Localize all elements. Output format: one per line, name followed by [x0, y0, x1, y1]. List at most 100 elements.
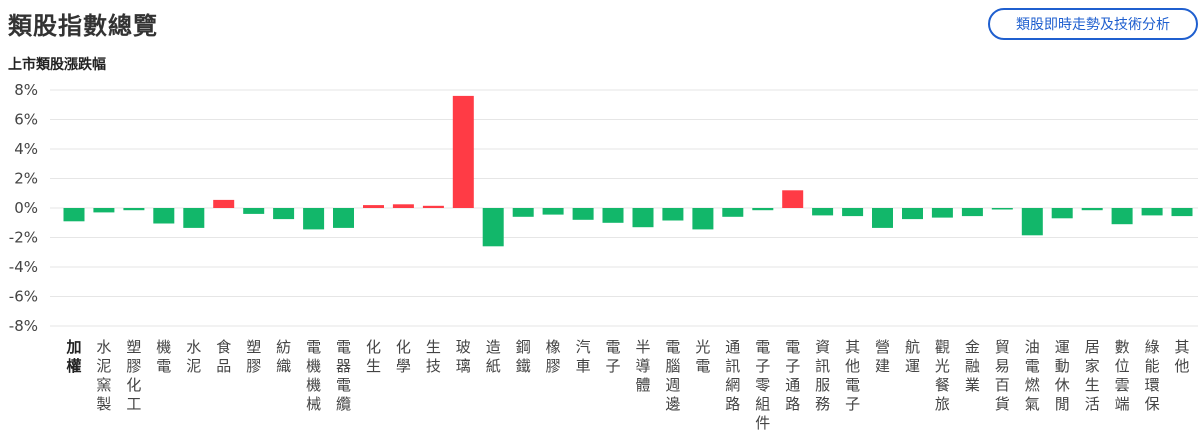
x-tick-label-char: 航	[905, 338, 920, 356]
x-tick-label-char: 機	[306, 357, 321, 375]
bar-資訊服務[interactable]	[812, 208, 834, 216]
x-tick-label-char: 泥	[96, 357, 111, 375]
technical-analysis-button[interactable]: 類股即時走勢及技術分析	[988, 8, 1198, 40]
bar-化生[interactable]	[363, 205, 384, 208]
x-tick-label-char: 件	[755, 414, 770, 432]
bar-數位雲端[interactable]	[1111, 208, 1133, 225]
x-tick-label-char: 電	[785, 338, 800, 356]
x-tick-label-char: 機	[306, 376, 321, 394]
x-tick-label-char: 汽	[576, 338, 591, 356]
x-tick-label-char: 水	[96, 338, 111, 356]
bar-造紙[interactable]	[482, 208, 504, 247]
bar-綠能環保[interactable]	[1141, 208, 1163, 216]
bar-電機機械[interactable]	[303, 208, 325, 230]
x-tick-label-char: 泥	[186, 357, 201, 375]
bar-塑膠化工[interactable]	[123, 208, 145, 211]
x-tick-label-char: 電	[845, 376, 860, 394]
bar-食品[interactable]	[213, 199, 235, 208]
x-tick-label-char: 塑	[126, 338, 141, 356]
bar-金融業[interactable]	[961, 208, 983, 217]
x-tick-label-char: 子	[755, 357, 770, 375]
y-tick-label: 0%	[14, 199, 38, 217]
x-tick-label-char: 環	[1145, 376, 1160, 394]
bar-汽車[interactable]	[572, 208, 594, 220]
x-tick-label-char: 路	[725, 395, 740, 413]
x-tick-label-char: 導	[635, 357, 650, 375]
x-tick-label-char: 光	[695, 338, 710, 356]
bar-營建[interactable]	[872, 208, 893, 228]
x-tick-label-char: 織	[276, 357, 291, 375]
x-tick-label-char: 電	[605, 338, 620, 356]
x-tick-label-char: 閒	[1055, 395, 1070, 413]
bar-航運[interactable]	[902, 208, 923, 220]
bar-玻璃[interactable]	[452, 95, 474, 208]
bar-光電[interactable]	[692, 208, 714, 230]
x-tick-label-char: 家	[1085, 357, 1100, 375]
y-tick-label: 2%	[14, 170, 38, 188]
bar-塑膠[interactable]	[243, 208, 265, 214]
x-tick-label-char: 務	[815, 395, 830, 413]
bar-貿易百貨[interactable]	[991, 208, 1013, 210]
x-tick-label-char: 工	[126, 395, 141, 413]
bar-鋼鐵[interactable]	[512, 208, 534, 217]
bar-橡膠[interactable]	[542, 208, 564, 215]
y-tick-label: 4%	[14, 140, 38, 158]
bar-水泥[interactable]	[183, 208, 205, 228]
x-tick-label-char: 邊	[665, 395, 680, 413]
bar-電子通路[interactable]	[782, 190, 804, 208]
x-tick-label-char: 網	[725, 376, 740, 394]
bar-電腦週邊[interactable]	[662, 208, 684, 221]
x-tick-label-char: 資	[815, 338, 830, 356]
bar-電器電纜[interactable]	[333, 208, 354, 228]
x-tick-label-char: 他	[845, 357, 860, 375]
x-tick-label-char: 電	[695, 357, 710, 375]
x-tick-label-char: 運	[1055, 338, 1070, 356]
x-tick-label-char: 電	[1025, 357, 1040, 375]
bar-其他電子[interactable]	[842, 208, 864, 217]
x-tick-label-char: 鐵	[516, 357, 531, 375]
bar-機電[interactable]	[153, 208, 175, 224]
x-tick-label-char: 紙	[486, 357, 501, 375]
x-tick-label-char: 械	[306, 395, 321, 413]
y-tick-label: -6%	[9, 288, 38, 306]
bar-水泥窯製[interactable]	[93, 208, 115, 213]
x-tick-label-char: 膠	[246, 357, 261, 375]
chart-title: 上市類股漲跌幅	[8, 57, 106, 73]
bar-居家生活[interactable]	[1081, 208, 1103, 211]
x-tick-label-char: 百	[995, 376, 1010, 394]
x-tick-label-char: 觀	[935, 338, 950, 356]
x-tick-label-char: 窯	[96, 376, 111, 394]
bar-運動休閒[interactable]	[1051, 208, 1073, 219]
x-tick-label-char: 貨	[995, 395, 1010, 413]
x-tick-label-char: 燃	[1025, 376, 1040, 394]
x-tick-label-char: 電	[336, 376, 351, 394]
x-tick-label-char: 易	[995, 357, 1010, 375]
x-tick-label-char: 其	[1174, 338, 1189, 356]
x-tick-label-char: 電	[336, 338, 351, 356]
bar-通訊網路[interactable]	[722, 208, 744, 217]
x-tick-label-char: 橡	[546, 338, 561, 356]
bar-其他[interactable]	[1171, 208, 1193, 217]
bar-油電燃氣[interactable]	[1021, 208, 1043, 236]
bar-生技[interactable]	[422, 205, 444, 208]
x-tick-label-char: 品	[216, 357, 231, 375]
x-tick-label-char: 電	[156, 357, 171, 375]
x-tick-label-char: 雲	[1115, 376, 1130, 394]
x-tick-label-char: 生	[1085, 376, 1100, 394]
y-tick-label: -2%	[9, 229, 38, 247]
x-tick-label-char: 金	[965, 338, 980, 356]
bar-化學[interactable]	[392, 204, 414, 208]
bar-加權[interactable]	[63, 208, 85, 222]
x-tick-label-char: 璃	[456, 357, 471, 375]
bar-觀光餐旅[interactable]	[931, 208, 953, 218]
bar-電子零組件[interactable]	[752, 208, 774, 211]
bar-半導體[interactable]	[632, 208, 654, 228]
x-tick-label-char: 機	[156, 338, 171, 356]
x-tick-label-char: 通	[725, 338, 740, 356]
bar-紡織[interactable]	[273, 208, 295, 220]
x-tick-label-char: 腦	[665, 357, 680, 375]
x-tick-label-char: 端	[1115, 395, 1130, 413]
x-tick-label-char: 化	[126, 376, 141, 394]
bar-電子[interactable]	[602, 208, 624, 223]
x-tick-label-char: 融	[965, 357, 980, 375]
